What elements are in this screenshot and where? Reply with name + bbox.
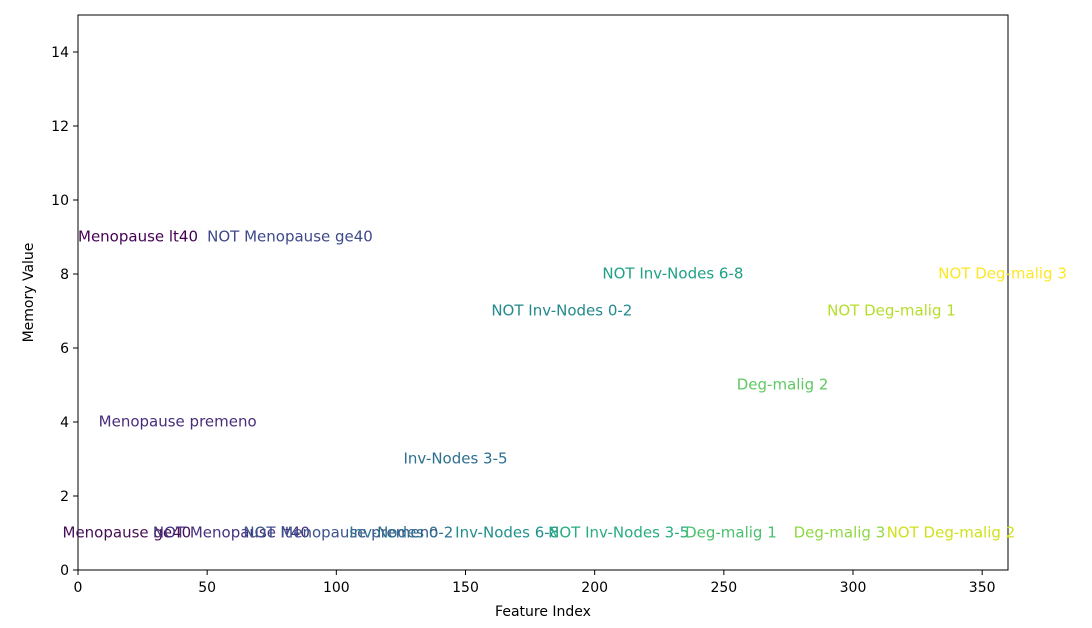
point-label: NOT Inv-Nodes 0-2 <box>491 302 632 320</box>
plot-area <box>77 14 1009 571</box>
plot-frame <box>77 14 1009 571</box>
point-label: NOT Menopause lt40 <box>153 524 310 542</box>
point-label: Menopause lt40 <box>78 228 198 246</box>
y-tick-label: 8 <box>60 267 69 283</box>
point-label: NOT Deg-malig 2 <box>887 524 1016 542</box>
point-label: Menopause premeno <box>99 413 257 431</box>
x-tick-label: 300 <box>840 580 867 596</box>
x-tick-label: 0 <box>74 580 83 596</box>
point-label: NOT Inv-Nodes 3-5 <box>548 524 689 542</box>
point-label: Inv-Nodes 6-8 <box>455 524 559 542</box>
x-axis: 0 50 100 150 200 250 300 350 <box>74 570 996 596</box>
y-tick-label: 14 <box>51 45 69 61</box>
point-label: Inv-Nodes 0-2 <box>349 524 453 542</box>
point-label: NOT Menopause ge40 <box>207 228 373 246</box>
x-tick-label: 100 <box>323 580 350 596</box>
point-label: NOT Menopause premeno <box>243 524 438 542</box>
y-axis-label: Memory Value <box>21 243 37 343</box>
point-label: Deg-malig 2 <box>737 376 829 394</box>
y-axis: 0 2 4 6 8 10 12 14 <box>51 45 78 579</box>
point-label: NOT Deg-malig 3 <box>938 265 1067 283</box>
point-label: Menopause ge40 <box>63 524 192 542</box>
y-tick-label: 12 <box>51 119 69 135</box>
y-tick-label: 6 <box>60 341 69 357</box>
point-label: Deg-malig 1 <box>685 524 777 542</box>
x-tick-label: 50 <box>198 580 216 596</box>
point-labels: Menopause lt40 NOT Menopause ge40 Menopaus… <box>63 228 1067 542</box>
x-axis-label: Feature Index <box>495 604 591 620</box>
x-tick-label: 150 <box>452 580 479 596</box>
point-label: Deg-malig 3 <box>794 524 886 542</box>
x-tick-label: 200 <box>581 580 608 596</box>
point-label: NOT Inv-Nodes 6-8 <box>602 265 743 283</box>
y-tick-label: 0 <box>60 563 69 579</box>
point-label: NOT Deg-malig 1 <box>827 302 956 320</box>
y-tick-label: 2 <box>60 489 69 505</box>
y-tick-label: 10 <box>51 193 69 209</box>
point-label: Inv-Nodes 3-5 <box>404 450 508 468</box>
x-tick-label: 350 <box>969 580 996 596</box>
y-tick-label: 4 <box>60 415 69 431</box>
x-tick-label: 250 <box>710 580 737 596</box>
